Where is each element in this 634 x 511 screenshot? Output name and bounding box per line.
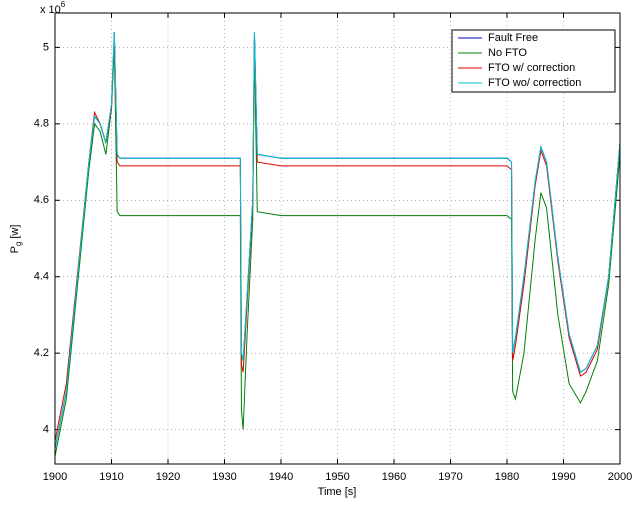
legend-label: FTO w/ correction: [488, 62, 575, 74]
x-axis-label: Time [s]: [318, 486, 357, 498]
x-tick-label: 1960: [382, 471, 406, 483]
y-axis-label: Pg[w]: [9, 225, 23, 254]
y-tick-label: 4.6: [34, 194, 49, 206]
x-tick-label: 2000: [608, 471, 632, 483]
y-tick-label: 4.4: [34, 271, 49, 283]
series-line: [54, 32, 621, 449]
x-tick-label: 1950: [325, 471, 349, 483]
x-tick-label: 1930: [212, 471, 236, 483]
x-tick-label: 1900: [43, 471, 67, 483]
y-tick-label: 4.8: [34, 118, 49, 130]
legend-box: [451, 29, 616, 93]
x-tick-label: 1990: [551, 471, 575, 483]
legend-label: Fault Free: [488, 32, 538, 44]
y-tick-label: 4.2: [34, 347, 49, 359]
legend-label: FTO wo/ correction: [488, 77, 581, 89]
multiplier: x 106: [40, 0, 66, 16]
y-tick-label: 5: [43, 41, 49, 53]
plot-frame: [54, 12, 621, 465]
x-tick-label: 1980: [495, 471, 519, 483]
y-tick-label: 4: [43, 424, 49, 436]
series-line: [54, 47, 621, 457]
x-tick-label: 1920: [156, 471, 180, 483]
legend-label: No FTO: [488, 47, 527, 59]
x-tick-label: 1970: [438, 471, 462, 483]
x-tick-label: 1940: [269, 471, 293, 483]
x-tick-label: 1910: [99, 471, 123, 483]
